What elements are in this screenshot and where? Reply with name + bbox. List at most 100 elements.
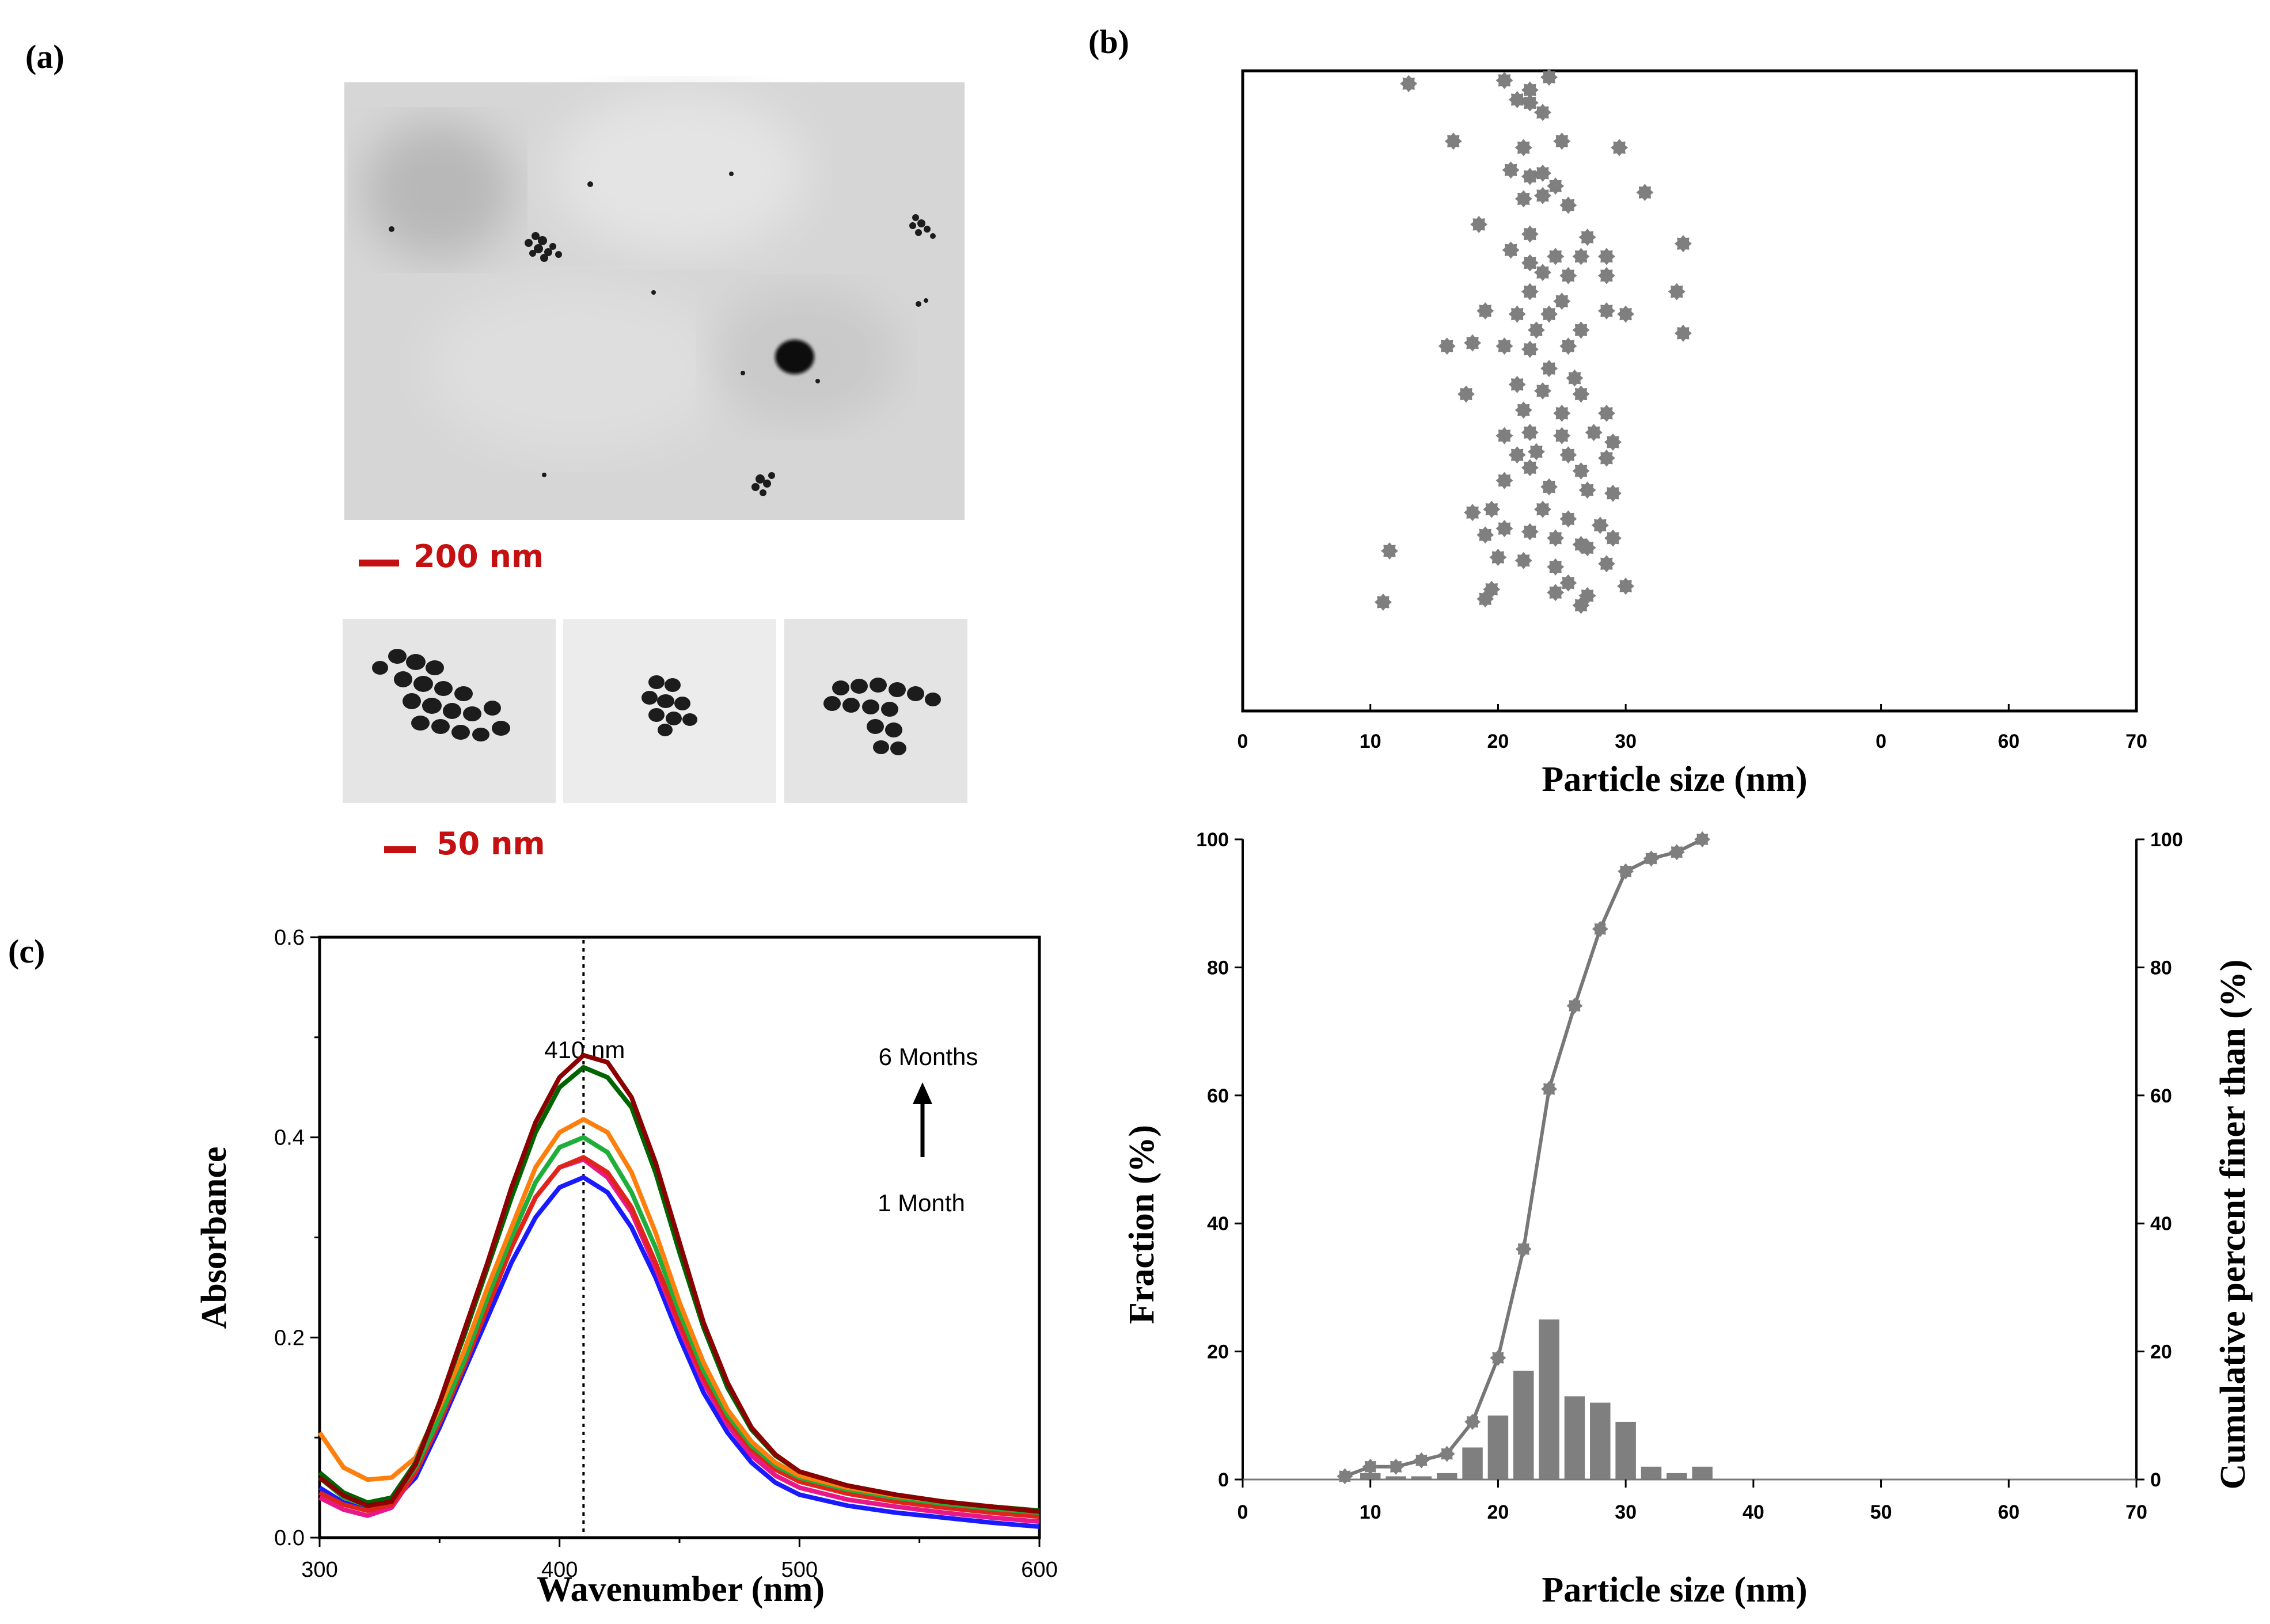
scatter-point [1495,71,1513,89]
scatter-point [1547,529,1565,547]
scatter-point [1553,404,1571,422]
fraction-y-tick-label: 100 [1196,829,1229,851]
histogram-bar [1641,1466,1662,1480]
scatter-point [1559,510,1577,528]
scatter-point [1585,424,1603,442]
scatter-point [1604,529,1622,547]
cumulative-y-tick-label: 40 [2150,1213,2172,1235]
histogram-x-tick-label: 30 [1615,1501,1637,1523]
uv-y-tick-label: 0.0 [274,1526,305,1550]
panel-label-a: (a) [25,38,64,75]
scatter-point [1559,196,1577,214]
size-scatter-chart: 0 10 20 30 0 60 70 Particle size (nm) [1238,69,2147,799]
scatter-point [1489,549,1507,566]
fraction-y-tick-label: 80 [1207,957,1229,979]
scatter-point [1559,574,1577,592]
histogram-x-tick-label: 60 [1998,1501,2020,1523]
panel-label-c: (c) [8,933,45,970]
cumulative-point [1643,850,1660,867]
cumulative-y-tick-label: 100 [2150,829,2183,851]
scatter-point [1604,484,1622,502]
scatter-point [1572,596,1590,614]
scatter-point [1521,424,1539,442]
scatter-point [1547,558,1565,576]
scatter-x-tick-label: 10 [1360,731,1381,752]
uv-y-tick-label: 0.2 [274,1326,305,1350]
scale-bar-50nm [384,846,416,853]
scatter-point [1636,184,1654,201]
scatter-point [1540,360,1558,378]
scatter-point [1540,69,1558,86]
cumulative-point [1388,1458,1404,1475]
scatter-point [1495,471,1513,489]
cumulative-y-tick-label: 80 [2150,957,2172,979]
scale-label-200nm: 200 nm [413,538,544,575]
cumulative-point [1515,1241,1532,1257]
scatter-point [1559,337,1577,355]
peak-marker-label: 410 nm [544,1036,625,1063]
cumulative-point [1337,1468,1353,1485]
scatter-point [1521,168,1539,185]
cumulative-y-tick-label: 60 [2150,1085,2172,1107]
scatter-point [1508,91,1526,108]
scatter-point [1495,427,1513,444]
scatter-point [1381,542,1398,560]
scatter-point [1514,401,1532,419]
scatter-x-tick-label: 0 [1876,731,1886,752]
histogram-bar [1564,1396,1585,1480]
cumulative-axis-title: Cumulative percent finer than (%) [2214,960,2253,1490]
cumulative-point [1541,1081,1558,1097]
scatter-point [1374,594,1392,611]
arrow-top-label: 6 Months [879,1043,978,1070]
cumulative-point [1668,844,1685,861]
scatter-point [1438,337,1456,355]
scatter-point [1617,305,1635,323]
histogram-bar [1462,1447,1483,1480]
scatter-point [1521,225,1539,243]
histogram-x-tick-label: 10 [1360,1501,1381,1523]
scatter-point [1495,337,1513,355]
histogram-x-tick-label: 70 [2125,1501,2147,1523]
cumulative-y-tick-label: 0 [2150,1469,2161,1491]
cumulative-point [1362,1458,1379,1475]
tem-panel: 200 nm [343,82,967,862]
scatter-point [1527,443,1545,461]
scatter-point [1476,590,1494,608]
scatter-x-tick-label: 20 [1487,731,1509,752]
scatter-point [1521,340,1539,358]
scatter-point [1464,334,1482,352]
scatter-x-axis-title: Particle size (nm) [1542,760,1807,799]
scatter-point [1514,139,1532,157]
scatter-point [1444,132,1462,150]
histogram-bar [1513,1370,1534,1480]
scatter-point [1674,324,1692,342]
uv-x-tick-label: 600 [1021,1558,1057,1582]
cumulative-point [1413,1452,1430,1469]
scatter-point [1597,248,1615,265]
scatter-x-tick-label: 30 [1615,731,1637,752]
uv-y-tick-label: 0.6 [274,926,305,950]
spectrum-line [318,1175,1040,1529]
scatter-x-tick-label: 70 [2125,731,2147,752]
uv-vis-chart: 300 400 500 600 0.0 0.2 0.4 0.6 410 nm 6 Months… [195,926,1058,1609]
scatter-point [1502,161,1520,179]
cumulative-point [1566,998,1583,1014]
scatter-point [1521,81,1539,99]
histogram-bar [1385,1476,1406,1480]
histogram-bar [1667,1473,1687,1480]
tem-main-image [344,82,965,520]
scatter-point [1508,305,1526,323]
scatter-point [1553,132,1571,150]
scatter-point [1597,449,1615,467]
scatter-point [1597,555,1615,573]
fraction-y-tick-label: 20 [1207,1341,1229,1363]
cumulative-point [1490,1349,1506,1366]
time-arrow-head [913,1082,932,1104]
scatter-point [1547,584,1565,602]
histogram-bar [1411,1476,1432,1480]
scatter-point [1495,520,1513,538]
cumulative-point [1694,831,1711,847]
histogram-bar [1539,1319,1559,1480]
